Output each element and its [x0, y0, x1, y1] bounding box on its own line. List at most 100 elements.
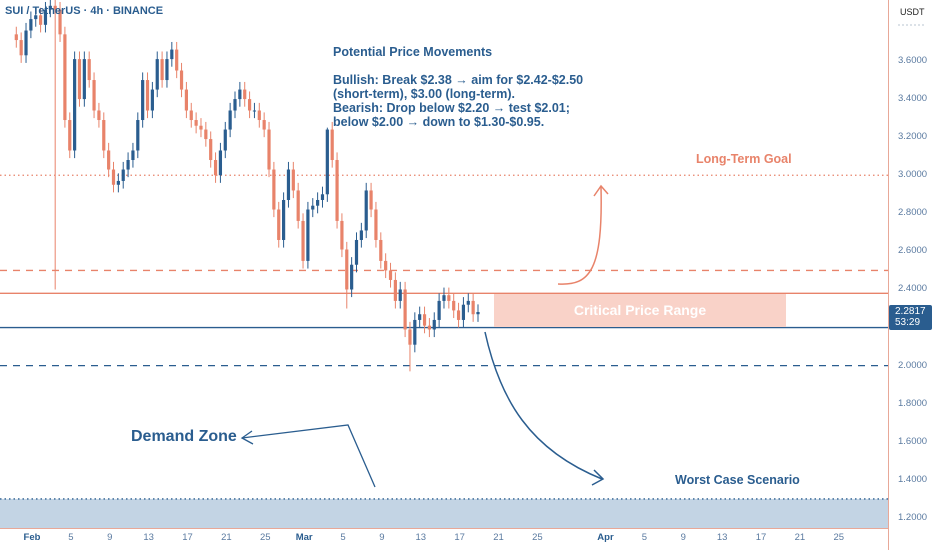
- candle-body: [330, 129, 334, 161]
- candle-body: [48, 5, 52, 10]
- candle: [194, 112, 198, 134]
- candle-body: [359, 230, 363, 240]
- note-line: Bullish: Break $2.38 → aim for $2.42-$2.…: [333, 73, 584, 87]
- bearish-arrow: [484, 331, 603, 480]
- price-levels: [0, 174, 888, 500]
- candle-body: [136, 120, 140, 151]
- candle-body: [257, 110, 261, 121]
- candle-body: [223, 129, 227, 151]
- candle-body: [413, 319, 417, 345]
- price-tick: 2.0000: [898, 359, 928, 371]
- candle-body: [199, 125, 203, 130]
- candle-body: [107, 150, 111, 170]
- worst-case-label: Worst Case Scenario: [675, 473, 800, 487]
- candle: [82, 51, 86, 107]
- price-tick: 1.4000: [898, 473, 928, 485]
- price-tick: 3.0000: [898, 169, 928, 181]
- candle: [335, 152, 339, 229]
- price-tick: 2.8000: [898, 207, 928, 219]
- candle-body: [73, 59, 77, 151]
- candle-body: [19, 40, 23, 56]
- candle: [238, 81, 242, 107]
- candle: [452, 293, 456, 319]
- candle-body: [184, 89, 188, 111]
- candle: [408, 321, 412, 372]
- candle-body: [388, 270, 393, 280]
- candle-body: [34, 15, 38, 20]
- candle: [92, 72, 96, 119]
- candle: [316, 192, 320, 214]
- demand-zone-label: Demand Zone: [131, 428, 237, 445]
- candles: [14, 0, 480, 372]
- candle-body: [29, 19, 33, 31]
- candle-body: [262, 120, 266, 130]
- time-tick: 5: [340, 532, 346, 543]
- candle: [286, 161, 291, 208]
- candle: [403, 281, 407, 338]
- price-tick: 3.6000: [898, 55, 928, 66]
- candle: [223, 121, 227, 159]
- bearish-arrowhead-icon: [591, 469, 605, 486]
- candle: [311, 198, 315, 218]
- candle: [272, 161, 276, 218]
- candle-body: [291, 169, 295, 191]
- time-tick: 13: [143, 532, 154, 543]
- candle: [325, 127, 329, 202]
- time-tick: 17: [755, 532, 767, 543]
- time-tick: 13: [415, 532, 427, 543]
- demand-zone-pointer: [241, 424, 376, 488]
- candle: [379, 232, 383, 269]
- candle: [374, 201, 378, 248]
- time-tick: 9: [107, 532, 113, 543]
- candle: [393, 272, 397, 309]
- candle: [418, 306, 422, 328]
- candle-body: [398, 289, 402, 301]
- candle-body: [145, 80, 150, 111]
- candle: [413, 312, 417, 353]
- candle: [267, 121, 271, 178]
- candle: [189, 102, 193, 128]
- candle: [233, 91, 237, 119]
- candle: [165, 51, 169, 88]
- candle-body: [68, 120, 72, 151]
- candle-body: [175, 49, 179, 71]
- candle: [116, 173, 120, 193]
- time-tick: 9: [379, 532, 385, 543]
- candle-body: [121, 169, 125, 181]
- time-tick: 25: [532, 532, 543, 543]
- candle-body: [165, 59, 169, 81]
- price-movements-note: Potential Price Movements Bullish: Break…: [333, 45, 583, 129]
- candle: [369, 182, 373, 218]
- candle-body: [335, 160, 339, 221]
- candle: [350, 257, 354, 298]
- candle: [252, 102, 257, 119]
- candle: [447, 287, 451, 309]
- candle: [126, 152, 130, 178]
- candle-body: [189, 110, 193, 121]
- candle-body: [14, 34, 18, 41]
- bullish-arrow: [557, 186, 602, 285]
- candle-body: [82, 59, 86, 100]
- candle-body: [63, 34, 67, 121]
- candle: [442, 287, 446, 309]
- candle: [199, 118, 203, 138]
- candle: [63, 26, 67, 128]
- candle-body: [97, 110, 101, 121]
- candle: [432, 312, 436, 338]
- candle-body: [447, 295, 451, 301]
- price-tick: 1.6000: [898, 435, 928, 447]
- candle: [296, 182, 300, 229]
- candle: [306, 201, 310, 269]
- candle: [359, 222, 363, 248]
- price-tick: 1.2000: [898, 511, 928, 523]
- candle: [262, 112, 266, 138]
- candle-body: [102, 120, 106, 151]
- note-line: Bearish: Drop below $2.20 → test $2.01;: [333, 101, 570, 115]
- candle-body: [379, 239, 383, 261]
- candle: [53, 0, 57, 290]
- candle: [388, 262, 393, 288]
- candle: [19, 32, 23, 63]
- candle: [58, 1, 62, 42]
- candle-body: [277, 209, 281, 240]
